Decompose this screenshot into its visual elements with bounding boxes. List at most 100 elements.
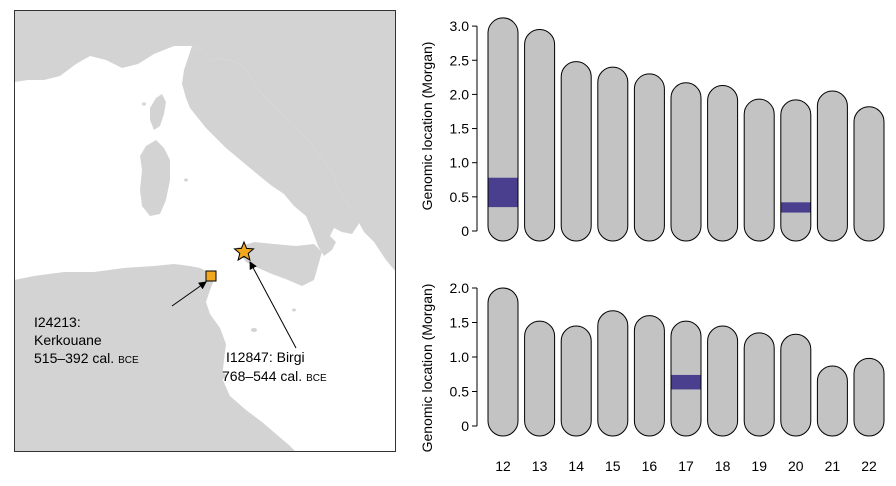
chromosome-bar bbox=[707, 325, 738, 436]
y-axis-label: Genomic location (Morgan) bbox=[419, 42, 435, 211]
north-africa-landmass bbox=[14, 264, 296, 452]
chromosome-outline bbox=[780, 99, 812, 242]
island-malta bbox=[292, 308, 296, 312]
chromosome-3 bbox=[560, 61, 592, 242]
sicily-landmass bbox=[236, 242, 322, 286]
chromosome-bar bbox=[744, 99, 775, 241]
kerkouane-id-label: I24213: bbox=[34, 314, 81, 330]
chromosome-outline bbox=[853, 357, 885, 437]
chromosome-16 bbox=[633, 315, 665, 437]
sardinia-landmass bbox=[140, 140, 170, 216]
chromosome-bar bbox=[854, 106, 884, 241]
y-tick-label: 2.5 bbox=[450, 52, 470, 68]
chromosome-label: 12 bbox=[495, 458, 511, 474]
y-tick-label: 3.0 bbox=[450, 18, 470, 34]
chromosome-bar bbox=[488, 288, 518, 436]
chromosome-6 bbox=[670, 82, 702, 242]
birgi-star-marker bbox=[233, 240, 255, 262]
chromosome-bar bbox=[707, 85, 738, 242]
kerkouane-square-marker bbox=[205, 270, 217, 282]
chromosome-outline bbox=[743, 98, 775, 242]
chromosome-4 bbox=[597, 66, 629, 242]
y-tick-label: 1.0 bbox=[450, 349, 470, 365]
chromosome-outline bbox=[597, 66, 629, 242]
y-tick-label: 0 bbox=[461, 223, 469, 239]
island-small bbox=[184, 178, 188, 182]
chromosome-label: 14 bbox=[568, 458, 584, 474]
chromosome-bar bbox=[488, 17, 518, 242]
y-tick-label: 0.5 bbox=[450, 189, 470, 205]
chromosome-bar bbox=[780, 99, 811, 241]
chart-bottom: 0 0.5 1.0 1.5 2.0 Genomic location (Morgan) 12… bbox=[410, 262, 896, 481]
chromosome-outline bbox=[853, 106, 885, 242]
island-pantelleria bbox=[251, 328, 257, 332]
chromosome-outline bbox=[707, 325, 739, 437]
birgi-arrow bbox=[249, 261, 297, 349]
kerkouane-name-label: Kerkouane bbox=[34, 332, 102, 348]
birgi-idname-label: I12847: Birgi bbox=[226, 349, 305, 365]
chromosome-outline bbox=[597, 310, 629, 437]
chromosome-9 bbox=[780, 99, 812, 242]
europe-landmass bbox=[14, 10, 396, 272]
corsica-landmass bbox=[150, 94, 166, 130]
italy-landmass bbox=[182, 46, 360, 256]
chromosome-outline bbox=[487, 287, 519, 437]
chromosome-bar bbox=[597, 67, 628, 241]
chromosome-14 bbox=[560, 325, 592, 437]
chromosome-19 bbox=[743, 332, 775, 437]
chromosome-outline bbox=[670, 320, 702, 437]
chromosome-bar bbox=[780, 334, 811, 436]
ibd-segment bbox=[488, 177, 518, 208]
chromosome-outline bbox=[816, 365, 848, 437]
map-svg: I24213: Kerkouane 515–392 cal. BCE I1284… bbox=[14, 10, 396, 452]
chromosome-outline bbox=[780, 333, 812, 437]
chromosome-8 bbox=[743, 98, 775, 242]
chromosome-outline bbox=[670, 82, 702, 242]
chromosome-bar bbox=[671, 82, 701, 241]
chromosome-bar bbox=[744, 332, 775, 436]
y-tick-label: 1.5 bbox=[450, 315, 470, 331]
chromosome-label: 19 bbox=[751, 458, 767, 474]
chromosome-label: 17 bbox=[678, 458, 694, 474]
chromosome-label: 13 bbox=[532, 458, 548, 474]
chromosome-21 bbox=[816, 365, 848, 437]
chromosome-outline bbox=[560, 325, 592, 437]
y-tick-label: 1.0 bbox=[450, 155, 470, 171]
chromosome-label: 15 bbox=[605, 458, 621, 474]
chromosome-1 bbox=[487, 17, 519, 242]
kerkouane-date-label: 515–392 cal. BCE bbox=[34, 350, 139, 366]
chromosome-label: 22 bbox=[861, 458, 877, 474]
chromosome-outline bbox=[560, 61, 592, 242]
chromosome-chart-top: 0 0.5 1.0 1.5 2.0 2.5 3.0 Genomic location (Mor… bbox=[419, 17, 885, 278]
chromosome-outline bbox=[487, 17, 519, 242]
chromosome-10 bbox=[816, 90, 848, 242]
ibd-segment bbox=[780, 202, 811, 213]
chromosome-outline bbox=[524, 29, 556, 242]
ibd-segment bbox=[671, 374, 701, 390]
chromosome-15 bbox=[597, 310, 629, 437]
y-tick-label: 0 bbox=[461, 418, 469, 434]
chromosome-20 bbox=[780, 333, 812, 437]
chromosome-label: 20 bbox=[788, 458, 804, 474]
chromosome-7 bbox=[707, 85, 739, 242]
chromosome-bar bbox=[634, 73, 665, 241]
chromosome-label: 21 bbox=[825, 458, 841, 474]
chromosome-bar bbox=[817, 90, 848, 241]
map-panel: I24213: Kerkouane 515–392 cal. BCE I1284… bbox=[14, 10, 396, 452]
chromosome-label: 18 bbox=[715, 458, 731, 474]
kerkouane-arrow bbox=[171, 281, 207, 307]
chromosome-2 bbox=[524, 29, 556, 242]
island-small-2 bbox=[142, 102, 146, 106]
birgi-date-label: 768–544 cal. BCE bbox=[222, 368, 327, 384]
chromosome-label: 16 bbox=[642, 458, 658, 474]
chromosome-outline bbox=[743, 332, 775, 437]
chromosome-bar bbox=[524, 29, 555, 241]
chromosome-bar bbox=[854, 358, 884, 436]
y-tick-label: 2.0 bbox=[450, 86, 470, 102]
chromosome-17 bbox=[670, 320, 702, 437]
y-axis-label: Genomic location (Morgan) bbox=[419, 284, 435, 453]
chromosome-outline bbox=[707, 85, 739, 242]
chart-top: 0 0.5 1.0 1.5 2.0 2.5 3.0 Genomic location (Mor… bbox=[410, 0, 896, 278]
chromosome-18 bbox=[707, 325, 739, 437]
map-border bbox=[14, 10, 396, 452]
